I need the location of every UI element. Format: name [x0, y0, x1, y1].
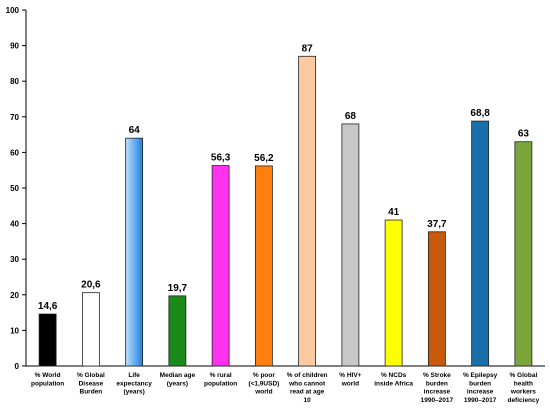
bar-11	[471, 120, 490, 367]
value-label-5: 56,3	[211, 153, 231, 164]
category-label-line: (years)	[167, 380, 188, 387]
category-label-line: increase	[424, 389, 451, 396]
category-label-line: % Global	[509, 372, 537, 379]
bar-9	[384, 219, 403, 367]
category-label-line: % HIV+	[339, 372, 361, 379]
category-label-4: Median age(years)	[160, 372, 196, 387]
bars	[38, 55, 533, 367]
y-tick-label: 90	[10, 42, 19, 51]
category-label-line: % NCDs	[381, 372, 407, 379]
y-tick-label: 10	[10, 326, 19, 335]
category-label-line: read at age	[290, 389, 325, 396]
y-tick-label: 80	[10, 77, 19, 86]
category-label-line: % Epilepsy	[463, 372, 498, 379]
bar-5	[211, 165, 230, 367]
y-tick-label: 100	[6, 6, 20, 15]
bar-2	[81, 292, 100, 367]
category-label-line: burden	[426, 380, 448, 387]
y-tick-label: 50	[10, 184, 19, 193]
value-label-11: 68,8	[470, 108, 490, 119]
value-label-1: 14,6	[38, 301, 58, 312]
bar-6	[254, 165, 273, 367]
category-label-6: % poor(<1,9USD) world	[248, 372, 279, 396]
value-labels: 14,6 20,6 64 19,7 56,3 56,2 87 68 41 37,7 68,8 63	[38, 43, 529, 312]
category-label-line: health	[514, 380, 533, 387]
value-label-7: 87	[302, 43, 314, 54]
category-label-line: population	[31, 380, 64, 387]
value-label-8: 68	[345, 111, 357, 122]
value-label-10: 37,7	[427, 219, 447, 230]
y-tick-label: 0	[15, 362, 20, 371]
y-axis: 0 10 20 30 40 50 60 70 80 90 100	[6, 6, 27, 371]
category-label-line: Median age	[160, 372, 196, 379]
y-tick-label: 70	[10, 113, 19, 122]
category-label-line: workers	[510, 389, 536, 396]
category-label-line: % Global	[77, 372, 105, 379]
value-label-6: 56,2	[254, 153, 274, 164]
category-label-line: 1990–2017	[464, 397, 497, 404]
value-label-3: 64	[129, 125, 141, 136]
bar-10	[427, 231, 446, 367]
category-label-line: inside Africa	[374, 380, 413, 387]
category-label-line: increase	[467, 389, 494, 396]
category-label-line: world	[341, 380, 359, 387]
category-label-line: population	[204, 380, 237, 387]
category-label-line: burden	[469, 380, 491, 387]
category-label-line: (years)	[123, 389, 144, 396]
bar-3	[125, 137, 144, 367]
category-label-line: Disease	[79, 380, 104, 387]
category-label-line: % rural	[210, 372, 232, 379]
bar-4	[168, 295, 187, 367]
bar-12	[514, 141, 533, 367]
category-label-line: 1990–2017	[421, 397, 454, 404]
category-label-line: 10	[304, 397, 312, 404]
category-label-line: world	[254, 389, 272, 396]
value-label-2: 20,6	[81, 280, 101, 291]
bar-8	[341, 123, 360, 367]
category-label-line: who cannot	[288, 380, 326, 387]
category-label-line: % World	[35, 372, 61, 379]
category-label-8: % HIV+world	[339, 372, 361, 387]
category-label-line: deficiency	[507, 397, 539, 404]
category-label-line: (<1,9USD)	[248, 380, 279, 387]
value-label-9: 41	[388, 207, 400, 218]
bar-1	[38, 313, 57, 367]
y-tick-label: 30	[10, 255, 19, 264]
bar-7	[298, 55, 317, 367]
category-label-line: % of children	[287, 372, 328, 379]
category-label-line: expectancy	[116, 380, 152, 387]
y-tick-label: 40	[10, 220, 19, 229]
category-label-line: Life	[128, 372, 140, 379]
y-tick-label: 20	[10, 291, 19, 300]
category-label-line: Burden	[80, 389, 103, 396]
category-label-line: % poor	[253, 372, 275, 379]
category-label-line: % Stroke	[423, 372, 451, 379]
value-label-12: 63	[518, 129, 530, 140]
value-label-4: 19,7	[168, 283, 188, 294]
y-tick-label: 60	[10, 148, 19, 157]
